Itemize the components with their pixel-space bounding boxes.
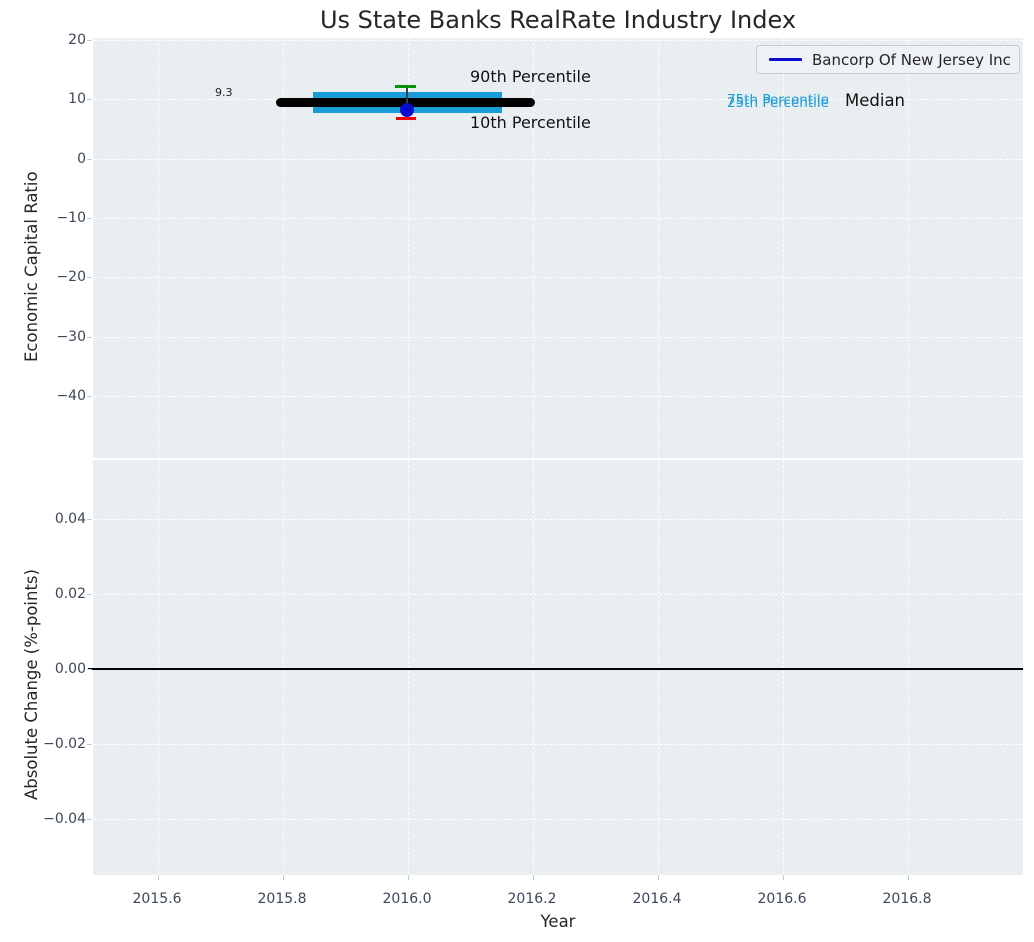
bottom-ylabel: Absolute Change (%-points) (22, 569, 41, 800)
top-grid-layer (93, 38, 1023, 458)
median-line (276, 98, 535, 107)
legend-line-sample (769, 58, 802, 61)
gridline-horizontal (93, 594, 1023, 595)
tick-mark (87, 40, 92, 41)
gridline-vertical (657, 38, 659, 458)
tick-mark (782, 875, 784, 880)
zero-line (88, 668, 1023, 670)
tick-mark (407, 875, 409, 880)
gridline-vertical (657, 460, 659, 875)
gridline-horizontal (93, 744, 1023, 745)
p90-cap-marker (395, 85, 416, 89)
gridline-vertical (907, 460, 909, 875)
gridline-horizontal (93, 819, 1023, 820)
gridline-vertical (282, 38, 284, 458)
xtick-label: 2016.6 (757, 891, 807, 907)
gridline-vertical (532, 460, 534, 875)
errorbar-line (406, 87, 408, 117)
xtick-label: 2016.2 (507, 891, 557, 907)
top-ytick-label: −20 (56, 269, 86, 285)
top-ytick-label: 0 (77, 151, 86, 167)
gridline-horizontal (93, 159, 1023, 160)
bottom-ytick-label: −0.04 (43, 811, 86, 827)
xtick-label: 2016.4 (632, 891, 682, 907)
bottom-ytick-label: 0.00 (54, 661, 86, 677)
gridline-vertical (407, 38, 409, 458)
annotation-median-value: 9.3 (215, 86, 233, 99)
bottom-ytick-label: −0.02 (43, 736, 86, 752)
company-point-marker (400, 103, 414, 117)
legend-label: Bancorp Of New Jersey Inc (812, 50, 1011, 69)
xtick-label: 2016.8 (882, 891, 932, 907)
gridline-horizontal (93, 519, 1023, 520)
bottom-ytick-label: 0.04 (54, 511, 86, 527)
tick-mark (87, 277, 92, 278)
xtick-label: 2015.8 (257, 891, 307, 907)
top-ytick-label: −10 (56, 210, 86, 226)
top-axes: 90th Percentile 10th Percentile 9.3 75th… (93, 38, 1023, 458)
gridline-vertical (782, 38, 784, 458)
gridline-horizontal (93, 40, 1023, 41)
tick-mark (157, 875, 159, 880)
bottom-axes (88, 460, 1023, 875)
top-ytick-label: 10 (68, 91, 86, 107)
annotation-25th-percentile: 25th Percentile (727, 95, 829, 111)
gridline-vertical (407, 460, 409, 875)
tick-mark (87, 519, 92, 520)
annotation-75th-percentile: 75th Percentile (727, 92, 829, 108)
tick-mark (87, 819, 92, 820)
tick-mark (907, 875, 909, 880)
p10-cap-marker (396, 116, 416, 120)
gridline-vertical (157, 460, 159, 875)
tick-mark (282, 875, 284, 880)
top-ytick-label: −40 (56, 388, 86, 404)
tick-mark (532, 875, 534, 880)
gridline-horizontal (93, 396, 1023, 397)
xaxis-label: Year (540, 912, 576, 931)
legend: Bancorp Of New Jersey Inc (756, 45, 1020, 74)
annotation-median: Median (845, 91, 906, 110)
gridline-vertical (157, 38, 159, 458)
annotation-90th-percentile: 90th Percentile (470, 67, 591, 86)
gridline-vertical (907, 38, 909, 458)
xtick-label: 2016.0 (382, 891, 432, 907)
tick-mark (87, 594, 92, 595)
tick-mark (87, 396, 92, 397)
gridline-vertical (532, 38, 534, 458)
gridline-horizontal (93, 99, 1023, 100)
top-ylabel: Economic Capital Ratio (22, 171, 41, 362)
tick-mark (87, 744, 92, 745)
tick-mark (87, 218, 92, 219)
gridline-horizontal (93, 218, 1023, 219)
gridline-horizontal (93, 277, 1023, 278)
gridline-vertical (782, 460, 784, 875)
tick-mark (87, 159, 92, 160)
top-ytick-label: −30 (56, 329, 86, 345)
top-ytick-label: 20 (68, 32, 86, 48)
tick-mark (87, 99, 92, 100)
xtick-label: 2015.6 (132, 891, 182, 907)
gridline-horizontal (93, 337, 1023, 338)
bottom-ytick-label: 0.02 (54, 586, 86, 602)
tick-mark (87, 669, 92, 670)
annotation-10th-percentile: 10th Percentile (470, 113, 591, 132)
tick-mark (657, 875, 659, 880)
chart-title: Us State Banks RealRate Industry Index (319, 6, 797, 34)
gridline-vertical (282, 460, 284, 875)
tick-mark (87, 337, 92, 338)
